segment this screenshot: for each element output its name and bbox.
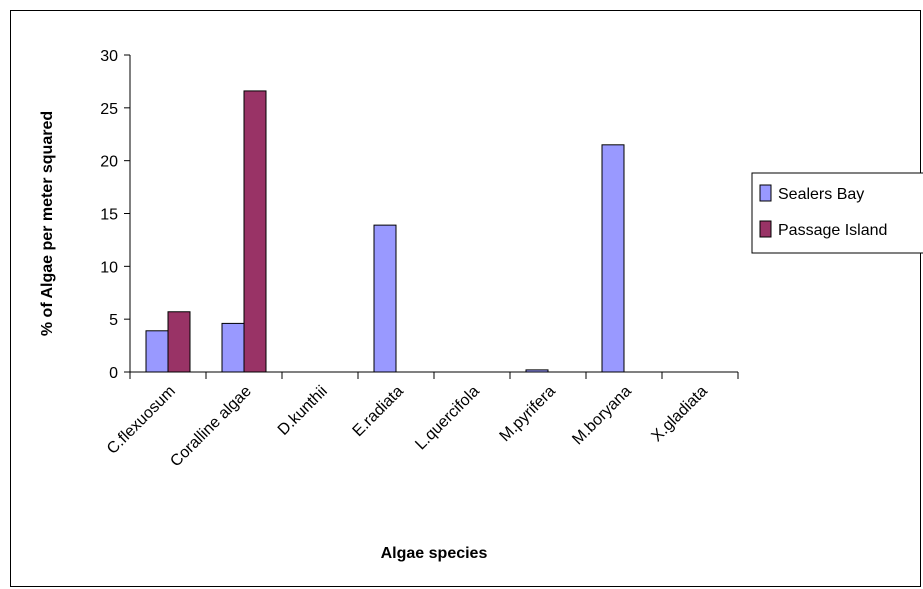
y-ticks: 0 5 10 15 20 25 30 <box>100 48 130 382</box>
bar-passage-island <box>243 90 267 373</box>
y-tick-label: 0 <box>109 365 118 382</box>
x-tick-label: M.boryana <box>569 383 635 449</box>
x-tick-label: L.quercifola <box>412 383 483 454</box>
bars <box>145 90 625 373</box>
bar-sealers-bay <box>373 224 397 373</box>
bar-sealers-bay <box>145 330 169 373</box>
legend-label: Sealers Bay <box>778 186 864 203</box>
bar-sealers-bay <box>221 322 245 373</box>
y-tick-label: 10 <box>100 259 118 276</box>
y-tick-label: 5 <box>109 312 118 329</box>
x-tick-label: E.radiata <box>350 383 407 440</box>
legend-label: Passage Island <box>778 222 887 239</box>
y-tick-label: 30 <box>100 48 118 65</box>
x-tick-label: M.pyrifera <box>497 383 559 445</box>
y-tick-label: 20 <box>100 154 118 171</box>
chart-frame <box>10 10 921 587</box>
bar-sealers-bay <box>601 144 625 373</box>
legend: Sealers Bay Passage Island <box>751 172 923 254</box>
x-tick-label: Coralline algae <box>167 383 255 471</box>
y-tick-label: 15 <box>100 207 118 224</box>
legend-box <box>751 172 923 254</box>
legend-swatch <box>759 220 772 238</box>
bar-passage-island <box>167 311 191 373</box>
y-tick-label: 25 <box>100 101 118 118</box>
x-tick-label: D.kunthii <box>275 383 331 439</box>
x-tick-label: X.gladiata <box>648 383 710 445</box>
x-axis-title: Algae species <box>381 545 488 562</box>
y-axis-title: % of Algae per meter squared <box>39 111 56 336</box>
axes <box>129 55 738 373</box>
x-tick-label: C.flexuosum <box>104 383 179 458</box>
legend-swatch <box>759 184 772 202</box>
